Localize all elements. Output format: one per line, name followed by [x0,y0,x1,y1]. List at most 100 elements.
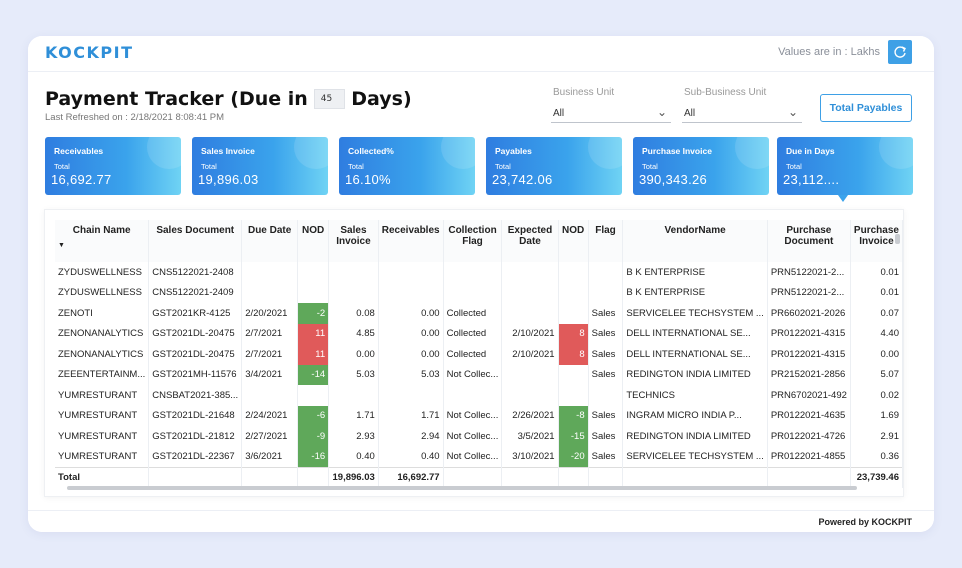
table-row[interactable]: ZENONANALYTICS GST2021DL-20475 2/7/2021 11 0… [55,344,904,365]
table-cell: PR0122021-4726 [767,426,851,447]
table-cell: ZYDUSWELLNESS [55,262,150,283]
total-cell [501,466,559,488]
table-cell [558,364,589,385]
table-cell: Sales [588,323,624,344]
kpi-value: 23,742.06 [492,172,553,187]
kpi-sales-invoice[interactable]: Sales Invoice Total 19,896.03 [192,137,328,195]
kpi-collected-percent[interactable]: Collected% Total 16.10% [339,137,475,195]
kpi-payables[interactable]: Payables Total 23,742.06 [486,137,622,195]
table-cell: 2/27/2021 [241,426,299,447]
last-refreshed: Last Refreshed on : 2/18/2021 8:08:41 PM [45,112,225,123]
column-header[interactable]: Purchase Document [767,220,851,262]
column-header[interactable]: Expected Date [501,220,559,262]
column-header-label: Flag [595,225,616,236]
table-cell: 2/10/2021 [501,323,559,344]
refresh-button[interactable] [888,40,912,64]
kpi-value: 23,112.... [783,172,840,187]
business-unit-value: All [553,108,565,119]
table-cell [378,282,444,303]
table-cell: -14 [297,364,330,385]
table-row[interactable]: ZEEENTERTAINM... GST2021MH-11576 3/4/2021-… [55,364,904,385]
table-cell [501,385,559,406]
table-cell: 2.91 [850,426,904,447]
column-header-label: Purchase Invoice [853,225,899,247]
sub-business-unit-select[interactable]: All ⌄ [682,103,802,123]
table-row[interactable]: ZYDUSWELLNESS CNS5122021-2408 B K ENTERPRI… [55,262,904,283]
table-cell: 0.02 [850,385,904,406]
table-cell: CNSBAT2021-385... [148,385,243,406]
kpi-value: 390,343.26 [639,172,708,187]
chevron-down-icon: ⌄ [656,105,667,119]
table-cell: 0.40 [328,446,379,467]
table-cell [297,262,330,283]
sort-desc-icon[interactable]: ▼ [58,242,65,249]
table-row[interactable]: YUMRESTURANT GST2021DL-21648 2/24/2021 -6 1.… [55,405,904,426]
kpi-title: Collected% [348,146,394,156]
column-header[interactable]: Due Date [241,220,299,262]
table-row[interactable]: ZENONANALYTICS GST2021DL-20475 2/7/2021 11 4… [55,323,904,344]
kpi-sub: Total [348,162,364,171]
table-cell [241,385,299,406]
column-header-label: Purchase Document [784,225,834,247]
table-cell: CNS5122021-2408 [148,262,243,283]
horizontal-scrollbar[interactable] [55,484,891,492]
table-cell: 2.93 [328,426,379,447]
table-row[interactable]: YUMRESTURANT GST2021DL-21812 2/27/2021 -9 2.… [55,426,904,447]
table-cell [328,262,379,283]
business-unit-select[interactable]: All ⌄ [551,103,671,123]
total-cell: 16,692.77 [378,466,444,488]
total-cell: Total [55,466,150,488]
chevron-down-icon: ⌄ [787,105,798,119]
table-cell: Not Collec... [443,426,503,447]
table-cell: 2/7/2021 [241,344,299,365]
column-header[interactable]: VendorName [622,220,768,262]
table-cell: REDINGTON INDIA LIMITED [622,364,768,385]
column-header[interactable]: Collection Flag [443,220,503,262]
column-header[interactable]: Receivables [378,220,444,262]
total-cell [148,466,243,488]
table-cell: -9 [297,426,330,447]
top-bar: KOCKPIT Values are in : Lakhs [28,36,934,72]
table-cell: ZENONANALYTICS [55,344,150,365]
kpi-title: Due in Days [786,146,835,156]
total-cell [443,466,503,488]
table-cell: 0.08 [328,303,379,324]
title-prefix: Payment Tracker (Due in [45,88,308,110]
kpi-sub: Total [201,162,217,171]
table-row[interactable]: ZYDUSWELLNESS CNS5122021-2409 B K ENTERPRI… [55,282,904,303]
kpi-sub: Total [54,162,70,171]
table-cell: 0.00 [850,344,904,365]
table-cell: 5.03 [378,364,444,385]
table-row[interactable]: YUMRESTURANT CNSBAT2021-385... TECHNICS PRN… [55,385,904,406]
kpi-due-in-days[interactable]: Due in Days Total 23,112.... [777,137,913,195]
table-cell: 3/6/2021 [241,446,299,467]
kpi-purchase-invoice[interactable]: Purchase Invoice Total 390,343.26 [633,137,769,195]
table-total-row: Total 19,896.03 16,692.77 23,739.46 [55,466,904,488]
total-payables-button[interactable]: Total Payables [820,94,912,122]
sub-business-unit-label: Sub-Business Unit [684,87,767,98]
table-cell: Sales [588,303,624,324]
table-cell [558,385,589,406]
table-cell: SERVICELEE TECHSYSTEM ... [622,303,768,324]
due-days-input[interactable]: 45 [313,89,346,109]
table-cell [378,262,444,283]
table-cell: Collected [443,344,503,365]
table-cell [558,262,589,283]
kpi-sub: Total [786,162,802,171]
column-header[interactable]: Sales Invoice [328,220,379,262]
column-header[interactable]: Flag [588,220,624,262]
kpi-receivables[interactable]: Receivables Total 16,692.77 [45,137,181,195]
table-cell: 11 [297,323,330,344]
column-header-label: NOD [302,225,325,236]
column-header[interactable]: Chain Name ▼ [55,220,150,262]
vertical-scrollbar[interactable] [894,220,901,488]
kpi-title: Payables [495,146,532,156]
table-row[interactable]: YUMRESTURANT GST2021DL-22367 3/6/2021 -16 0.… [55,446,904,467]
column-header[interactable]: Purchase Invoice [850,220,904,262]
column-header[interactable]: NOD [297,220,330,262]
column-header[interactable]: Sales Document [148,220,243,262]
table-cell [501,262,559,283]
table-row[interactable]: ZENOTI GST2021KR-4125 2/20/2021 -2 0.08 0.00 C… [55,303,904,324]
column-header[interactable]: NOD [558,220,589,262]
table-cell [558,282,589,303]
